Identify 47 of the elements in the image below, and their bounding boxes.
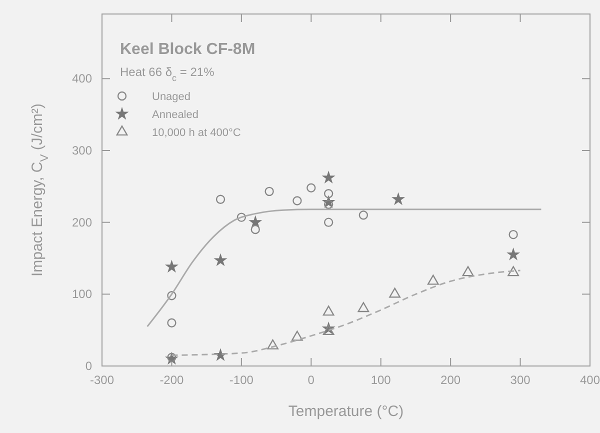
point — [167, 291, 176, 300]
x-tick-label: -300 — [90, 373, 114, 387]
point — [322, 306, 334, 316]
y-tick-label: 300 — [72, 143, 92, 158]
point — [508, 248, 520, 260]
x-tick-label: 300 — [510, 373, 531, 387]
y-tick-label: 400 — [72, 72, 92, 86]
point — [306, 183, 316, 192]
point — [250, 224, 260, 234]
point — [389, 288, 400, 298]
x-axis-title: Temperature (°C) — [288, 403, 404, 420]
legend-label: Unaged — [152, 91, 191, 103]
point — [508, 230, 518, 240]
x-tick-label: 100 — [370, 373, 392, 387]
point — [216, 194, 226, 204]
x-tick-label: -100 — [229, 373, 254, 387]
point — [358, 302, 370, 312]
point — [427, 274, 439, 285]
x-tick-label: -200 — [160, 373, 184, 387]
point — [322, 325, 334, 336]
point — [250, 216, 262, 228]
point — [322, 172, 334, 183]
point — [292, 330, 303, 341]
text: Keel Block CF-8M — [120, 41, 256, 58]
point — [166, 260, 178, 272]
point — [324, 188, 334, 198]
point — [214, 254, 226, 266]
line-series — [146, 208, 542, 328]
point — [264, 186, 274, 196]
legend-label: Annealed — [152, 109, 198, 121]
legend-label: 10,000 h at 400°C — [152, 127, 241, 139]
point — [392, 193, 404, 204]
x-tick-label: 400 — [580, 373, 600, 387]
x-tick-label: 200 — [440, 373, 461, 387]
point — [236, 212, 246, 222]
point — [508, 266, 520, 276]
y-tick-label: 200 — [72, 215, 92, 230]
x-tick-label: 0 — [308, 373, 315, 387]
point — [292, 196, 302, 206]
point — [267, 339, 278, 350]
point — [167, 318, 176, 328]
y-tick-label: 0 — [85, 359, 92, 373]
point — [324, 218, 334, 227]
point — [358, 210, 368, 220]
y-tick-label: 100 — [72, 287, 92, 302]
point — [462, 266, 474, 276]
text: Heat 66 δ$_{c}$ = 21% — [120, 65, 215, 83]
